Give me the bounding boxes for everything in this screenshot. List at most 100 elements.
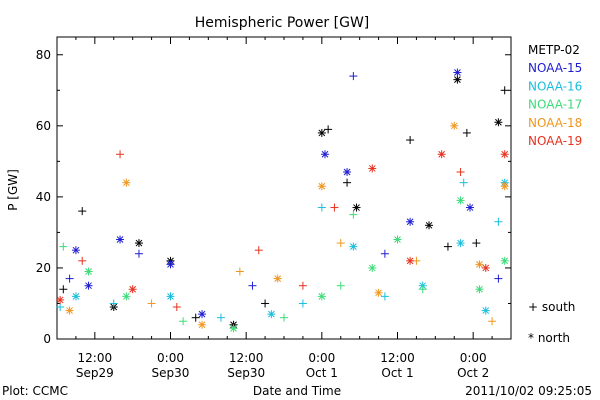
north-point	[317, 182, 326, 191]
point-stroke	[135, 239, 143, 247]
legend-south-marker: + south	[528, 300, 575, 314]
point-stroke	[457, 197, 464, 204]
north-point	[229, 324, 238, 333]
point-stroke	[501, 182, 509, 190]
north-point	[500, 256, 509, 265]
x-tick-time-label: 12:00	[229, 351, 264, 365]
south-point	[494, 274, 503, 283]
north-point	[317, 128, 326, 137]
legend-series-label: NOAA-15	[528, 61, 582, 75]
north-point	[393, 235, 402, 244]
chart-title: Hemispheric Power [GW]	[195, 15, 370, 31]
north-point	[71, 246, 80, 255]
point-stroke	[85, 282, 92, 290]
x-tick-date-label: Oct 1	[306, 366, 338, 380]
south-point	[443, 242, 452, 251]
south-point	[78, 207, 87, 216]
north-point	[128, 285, 137, 294]
south-point	[298, 281, 307, 290]
point-stroke	[198, 310, 206, 318]
north-point	[475, 260, 484, 269]
south-point	[380, 292, 389, 301]
point-stroke	[274, 275, 282, 282]
south-point	[462, 128, 471, 137]
north-point	[466, 203, 475, 212]
south-point	[59, 242, 68, 251]
point-stroke	[123, 293, 130, 300]
south-point	[65, 274, 74, 283]
point-stroke	[129, 285, 137, 293]
south-point	[488, 317, 497, 326]
point-stroke	[198, 321, 206, 329]
point-stroke	[268, 310, 275, 318]
point-stroke	[321, 150, 329, 158]
south-point	[459, 178, 468, 187]
north-point	[317, 292, 326, 301]
north-point	[65, 306, 74, 315]
point-stroke	[318, 129, 326, 137]
point-stroke	[394, 236, 401, 243]
point-stroke	[318, 293, 326, 300]
north-point	[122, 292, 131, 301]
south-point	[116, 150, 125, 159]
point-stroke	[167, 261, 174, 268]
point-stroke	[116, 236, 124, 243]
north-point	[122, 178, 131, 187]
point-stroke	[406, 218, 414, 226]
south-point	[324, 125, 333, 134]
legend-series-label: NOAA-16	[528, 79, 582, 93]
north-point	[368, 164, 377, 173]
north-point	[56, 295, 65, 304]
y-tick-label: 20	[36, 261, 51, 275]
north-point	[453, 68, 462, 77]
south-point	[109, 299, 118, 308]
north-point	[343, 168, 352, 177]
south-point	[280, 313, 288, 322]
point-stroke	[501, 150, 509, 158]
x-tick-time-label: 0:00	[460, 351, 487, 365]
point-stroke	[406, 257, 414, 265]
point-stroke	[85, 268, 92, 275]
north-point	[456, 239, 465, 248]
point-stroke	[72, 293, 80, 300]
north-point	[481, 306, 490, 315]
x-tick-date-label: Oct 2	[457, 366, 489, 380]
north-point	[116, 235, 125, 244]
point-stroke	[457, 239, 464, 247]
north-point	[475, 285, 484, 294]
north-point	[368, 263, 377, 272]
north-point	[450, 121, 459, 130]
south-point	[179, 317, 188, 326]
point-stroke	[450, 122, 458, 130]
x-tick-date-label: Oct 1	[381, 366, 413, 380]
south-point	[78, 256, 87, 265]
legend-series-label: NOAA-17	[528, 98, 582, 112]
point-stroke	[123, 179, 130, 187]
north-point	[273, 274, 282, 283]
point-stroke	[66, 307, 73, 314]
north-point	[166, 292, 175, 301]
data-points	[56, 68, 509, 333]
south-point	[380, 249, 389, 258]
y-axis: 0 20 40 60 80	[36, 48, 511, 346]
north-point	[84, 281, 93, 290]
y-axis-label: P [GW]	[6, 169, 20, 211]
legend-series-label: NOAA-18	[528, 116, 582, 130]
plot-credit: Plot: CCMC	[2, 384, 68, 398]
north-point	[320, 150, 329, 159]
north-point	[349, 242, 358, 251]
north-point	[374, 288, 383, 297]
plot-timestamp: 2011/10/02 09:25:05	[465, 384, 592, 398]
x-tick-date-label: Sep29	[76, 366, 114, 380]
south-point	[500, 86, 509, 95]
point-stroke	[476, 261, 483, 268]
point-stroke	[454, 76, 461, 83]
point-stroke	[476, 285, 483, 293]
point-stroke	[466, 204, 474, 211]
north-point	[437, 150, 446, 159]
point-stroke	[375, 289, 382, 297]
x-tick-time-label: 0:00	[308, 351, 335, 365]
